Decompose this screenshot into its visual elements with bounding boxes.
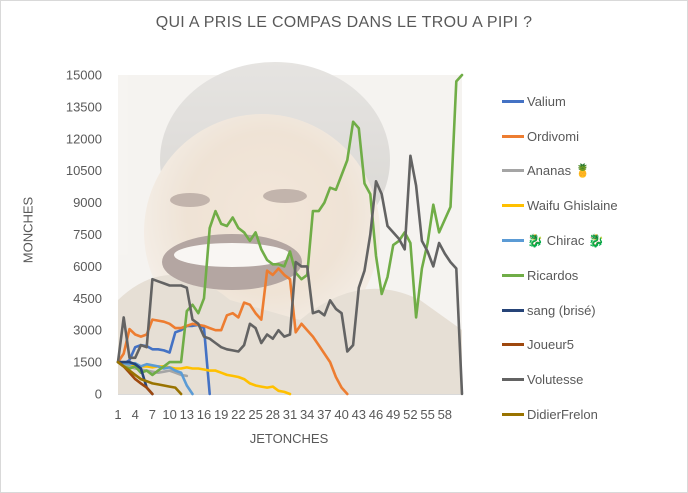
y-tick-label: 0 (95, 387, 102, 402)
legend-swatch (502, 169, 524, 173)
x-tick-label: 19 (214, 407, 228, 422)
x-tick-label: 55 (420, 407, 434, 422)
x-tick-label: 58 (438, 407, 452, 422)
legend-swatch (502, 378, 524, 382)
x-tick-label: 1 (114, 407, 121, 422)
legend-label: Ananas 🍍 (527, 162, 591, 178)
legend-label: Ordivomi (527, 128, 580, 144)
x-tick-label: 43 (352, 407, 366, 422)
series-line-1 (116, 267, 349, 396)
legend-item: Valium (502, 84, 618, 119)
series-line-2 (116, 360, 189, 378)
legend-swatch (502, 308, 524, 312)
series-line-9 (116, 360, 183, 396)
x-axis-label: JETONCHES (249, 431, 329, 446)
x-tick-label: 37 (317, 407, 331, 422)
chart-title: QUI A PRIS LE COMPAS DANS LE TROU A PIPI… (155, 14, 533, 31)
legend-label: Valium (527, 93, 566, 109)
legend-item: Ricardos (502, 258, 618, 293)
legend-item: Joueur5 (502, 328, 618, 363)
legend-swatch (502, 99, 524, 103)
series-line-8 (116, 154, 464, 396)
x-tick-label: 28 (266, 407, 280, 422)
y-tick-label: 4500 (73, 291, 102, 306)
series-line-3 (116, 360, 292, 396)
legend-item: Ordivomi (502, 119, 618, 154)
x-tick-label: 4 (132, 407, 139, 422)
y-tick-label: 9000 (73, 195, 102, 210)
legend-item: DidierFrelon (502, 397, 618, 432)
x-tick-label: 7 (149, 407, 156, 422)
legend-item: Volutesse (502, 362, 618, 397)
x-tick-label: 10 (162, 407, 176, 422)
x-tick-label: 49 (386, 407, 400, 422)
legend-label: sang (brisé) (527, 302, 596, 318)
background-picture (118, 62, 462, 395)
legend-label: Waifu Ghislaine (527, 198, 618, 214)
legend-item: sang (brisé) (502, 293, 618, 328)
legend-swatch (502, 273, 524, 277)
legend-item: 🐉 Chirac 🐉 (502, 223, 618, 258)
series-lines (116, 73, 464, 396)
legend-label: Joueur5 (527, 337, 574, 353)
y-tick-label: 10500 (66, 163, 102, 178)
y-tick-label: 6000 (73, 259, 102, 274)
y-tick-label: 3000 (73, 323, 102, 338)
legend-item: Waifu Ghislaine (502, 188, 618, 223)
series-line-4 (116, 360, 194, 396)
y-tick-label: 15000 (66, 68, 102, 83)
x-tick-label: 25 (248, 407, 262, 422)
x-tick-label: 31 (283, 407, 297, 422)
legend-swatch (502, 134, 524, 138)
x-tick-label: 13 (180, 407, 194, 422)
legend-swatch (502, 239, 524, 243)
legend-label: 🐉 Chirac 🐉 (527, 232, 605, 248)
legend-swatch (502, 413, 524, 417)
x-tick-label: 16 (197, 407, 211, 422)
x-tick-label: 22 (231, 407, 245, 422)
legend-label: Volutesse (527, 372, 584, 388)
legend-label: Ricardos (527, 267, 579, 283)
x-tick-label: 52 (403, 407, 417, 422)
legend-label: DidierFrelon (527, 407, 598, 423)
legend-item: Ananas 🍍 (502, 154, 618, 189)
x-tick-labels: 1 4 7 10 13 16 19 22 25 28 31 34 37 40 43 46 49 52 55 58 (114, 407, 452, 422)
y-tick-label: 1500 (73, 355, 102, 370)
legend-swatch (502, 343, 524, 347)
series-line-0 (116, 323, 211, 396)
y-tick-label: 7500 (73, 227, 102, 242)
y-tick-label: 12000 (66, 131, 102, 146)
x-tick-label: 46 (369, 407, 383, 422)
y-tick-labels: 0 1500 3000 4500 6000 7500 9000 10500 12000 13500… (66, 68, 102, 402)
x-tick-label: 34 (300, 407, 314, 422)
y-tick-label: 13500 (66, 99, 102, 114)
legend-swatch (502, 204, 524, 208)
x-tick-label: 40 (334, 407, 348, 422)
legend: Valium Ordivomi Ananas 🍍 Waifu Ghislaine 🐉 C… (502, 84, 618, 432)
